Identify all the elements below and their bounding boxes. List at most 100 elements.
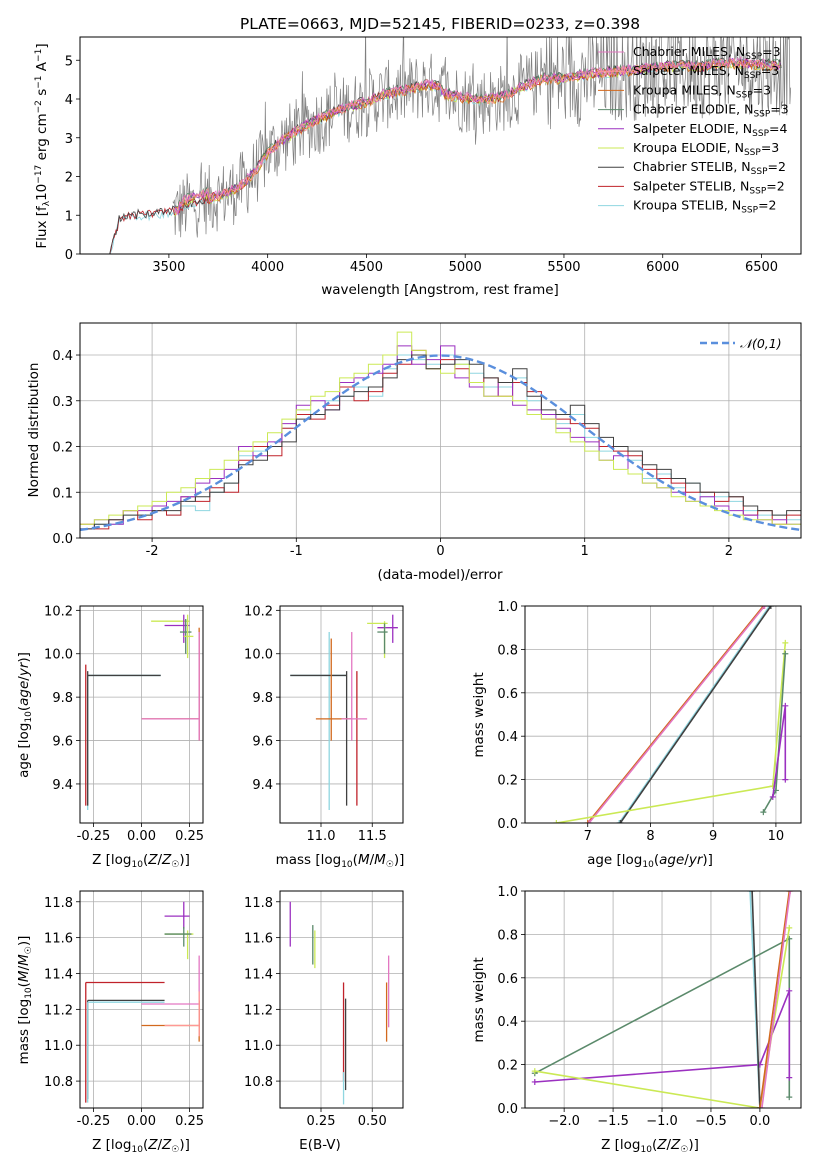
legend-label-chabrier-miles: Chabrier MILES, NSSP=3 [633, 44, 781, 62]
y-tick-label: 11.2 [44, 1003, 73, 1018]
histogram-ticks: -2 -1 0 1 2 0.0 0.1 0.2 0.3 0.4 [52, 323, 801, 559]
y-tick-label: 0.4 [497, 1015, 518, 1030]
spectrum-x-label: wavelength [Angstrom, rest frame] [321, 282, 559, 298]
weight-marker-chabrier-elodie [760, 809, 767, 816]
z-age-x-label: Z [log10(Z/Z☉)] [92, 852, 190, 870]
weight-marker-kroupa-elodie [782, 639, 789, 646]
spectrum-frame [79, 36, 802, 255]
y-tick-label: 10.8 [44, 1075, 73, 1090]
y-tick-label: 9.6 [252, 735, 273, 750]
y-tick-label: 11.8 [44, 896, 73, 911]
weight-line-kroupa-elodie [556, 642, 787, 823]
weight-line-salpeter-elodie [534, 990, 791, 1083]
histogram-step-chabrier-stelib [80, 354, 801, 530]
z-weight-x-label: Z [log10(Z/Z☉)] [601, 1137, 699, 1155]
x-tick-label: -2 [146, 544, 159, 559]
histogram-frame [79, 322, 802, 539]
weight-marker-chabrier-miles [758, 1105, 765, 1108]
y-tick-label: 10.2 [244, 604, 273, 619]
z-age-y-label: age [log10(age/yr)] [16, 652, 34, 778]
y-tick-label: 1.0 [497, 885, 518, 900]
weight-marker-kroupa-elodie [786, 924, 793, 931]
histogram-y-label: Normed distribution [26, 363, 42, 498]
y-tick-label: 0.1 [52, 486, 73, 501]
weight-marker-kroupa-miles [584, 820, 591, 823]
age-weight-y-label: mass weight [471, 672, 487, 757]
legend-label-salpeter-elodie: Salpeter ELODIE, NSSP=4 [633, 121, 788, 139]
weight-marker-salpeter-elodie [786, 987, 793, 994]
age-weight-x-label: age [log10(age/yr)] [587, 852, 713, 870]
residual-histogram-panel: -2 -1 0 1 2 0.0 0.1 0.2 0.3 0.4 (data-model)/erro… [26, 322, 802, 583]
weight-marker-salpeter-elodie [786, 1074, 793, 1081]
y-tick-label: 10.8 [244, 1075, 273, 1090]
z-vs-age-panel: -0.25 0.00 0.25 9.4 9.6 9.8 10.0 10.2 [44, 604, 204, 844]
y-tick-label: 9.4 [52, 778, 73, 793]
weight-line-kroupa-elodie [534, 927, 791, 1108]
x-tick-label: 7 [584, 829, 592, 844]
x-tick-label: 5500 [547, 260, 580, 275]
y-tick-label: 4 [65, 93, 73, 108]
gaussian-curve [80, 354, 801, 532]
z-mass-x-label: Z [log10(Z/Z☉)] [92, 1137, 190, 1155]
marks-group [290, 614, 398, 810]
panel-frame [79, 605, 204, 824]
gauss-legend-label: 𝒩(0,1) [740, 336, 782, 351]
histogram-legend: 𝒩(0,1) [700, 336, 782, 351]
x-tick-label: 9 [709, 829, 717, 844]
y-tick-label: 10.0 [244, 648, 273, 663]
z-mass-y-label: mass [log10(M/M☉)] [16, 936, 34, 1065]
x-tick-label: 4000 [251, 260, 284, 275]
weight-marker-chabrier-stelib [749, 891, 756, 894]
y-tick-label: 11.2 [244, 1003, 273, 1018]
weight-line-kroupa-stelib [618, 606, 771, 823]
weight-marker-salpeter-elodie [531, 1078, 538, 1085]
x-tick-label: 6000 [646, 260, 679, 275]
x-tick-label: 0.0 [750, 1114, 771, 1129]
x-tick-label: −2.0 [548, 1114, 580, 1129]
x-tick-label: 1 [581, 544, 589, 559]
weight-line-kroupa-miles [587, 606, 765, 823]
weight-marker-kroupa-elodie [531, 1068, 538, 1075]
age-vs-weight-panel: 7 8 9 10 0.0 0.2 0.4 0.6 0.8 1.0 [497, 600, 802, 844]
mass-age-x-label: mass [log10(M/M☉)] [276, 852, 405, 870]
x-tick-label: -0.25 [77, 1114, 111, 1129]
y-tick-label: 5 [65, 54, 73, 69]
legend-label-chabrier-stelib: Chabrier STELIB, NSSP=2 [633, 159, 786, 177]
x-tick-label: 0.25 [175, 1114, 204, 1129]
x-tick-label: 3500 [152, 260, 185, 275]
x-tick-label: 5000 [449, 260, 482, 275]
y-tick-label: 11.6 [44, 932, 73, 947]
y-tick-label: 11.6 [244, 932, 273, 947]
weight-marker-chabrier-stelib [767, 606, 774, 609]
panel-frame [524, 890, 802, 1109]
spectrum-data-lines [172, 37, 792, 238]
y-tick-label: 0.3 [52, 395, 73, 410]
legend-label-salpeter-stelib: Salpeter STELIB, NSSP=2 [633, 178, 785, 196]
y-tick-label: 9.6 [52, 735, 73, 750]
y-tick-label: 0.4 [52, 349, 73, 364]
panel-frame [279, 605, 404, 824]
legend-label-kroupa-stelib: Kroupa STELIB, NSSP=2 [633, 198, 777, 216]
marks-group [85, 614, 200, 810]
weight-line-chabrier-stelib [751, 891, 761, 1108]
weight-marker-chabrier-miles [787, 891, 794, 894]
weight-marker-salpeter-elodie [769, 793, 776, 800]
weight-marker-kroupa-miles [756, 1105, 763, 1108]
x-tick-label: 10 [768, 829, 785, 844]
y-tick-label: 11.0 [44, 1039, 73, 1054]
weight-marker-chabrier-miles [761, 606, 768, 609]
y-tick-label: 0.2 [497, 1059, 518, 1074]
x-tick-label: 8 [646, 829, 654, 844]
y-tick-label: 1 [65, 209, 73, 224]
y-tick-label: 11.8 [244, 896, 273, 911]
observed-spectrum-line [172, 37, 792, 238]
marks-group [289, 901, 390, 1105]
x-tick-label: 0.25 [307, 1114, 336, 1129]
ebv-mass-x-label: E(B-V) [299, 1137, 341, 1153]
y-tick-label: 3 [65, 132, 73, 147]
y-tick-label: 0.4 [497, 730, 518, 745]
x-tick-label: 0.25 [175, 829, 204, 844]
y-tick-label: 0.0 [497, 1102, 518, 1117]
x-tick-label: 0 [436, 544, 444, 559]
x-tick-label: 0.00 [127, 829, 156, 844]
